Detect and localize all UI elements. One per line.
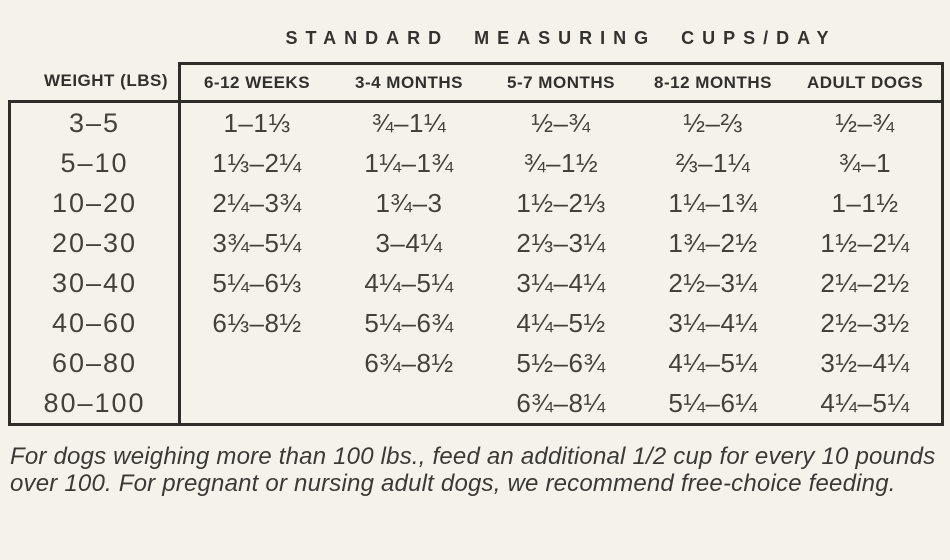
table-row: 3–5 1–1⅓ ¾–1¼ ½–¾ ½–⅔ ½–¾ [11,103,941,143]
cups-range-cell: ½–⅔ [683,107,743,138]
cups-range-cell: 4¼–5¼ [668,347,758,378]
cups-range-cell: 6¾–8½ [364,347,454,378]
cups-range-cell [181,343,333,383]
table-row: 80–100 6¾–8¼ 5¼–6¼ 4¼–5¼ [11,383,941,423]
cups-range-cell: ⅔–1¼ [675,147,751,178]
age-column-headers: 6-12 WEEKS 3-4 MONTHS 5-7 MONTHS 8-12 MO… [178,62,944,100]
weight-range-cell: 60–80 [11,343,181,383]
cups-range-cell: ½–¾ [531,107,591,138]
cups-range-cell: 1¼–1¾ [668,187,758,218]
cups-range-cell: 3¼–4¼ [668,307,758,338]
age-column-header-adult-dogs: ADULT DOGS [806,72,924,92]
weight-range-cell: 40–60 [11,303,181,343]
table-header-row: WEIGHT (LBS) 6-12 WEEKS 3-4 MONTHS 5-7 M… [8,62,944,100]
cups-range-cell: 4¼–5½ [516,307,606,338]
cups-range-cell: ¾–1¼ [371,107,447,138]
age-column-header-3-4-months: 3-4 MONTHS [355,72,463,92]
weight-range-cell: 5–10 [11,143,181,183]
cups-range-cell: ¾–1 [838,147,892,178]
cups-range-cell: 1–1½ [831,187,899,218]
cups-range-cell: ¾–1½ [523,147,599,178]
cups-range-cell: 6⅓–8½ [212,307,302,338]
cups-range-cell: 1½–2⅓ [516,187,606,218]
cups-range-cell: 1–1⅓ [223,107,291,138]
cups-range-cell: 2¼–3¾ [212,187,302,218]
cups-range-cell: ½–¾ [835,107,895,138]
cups-range-cell [181,383,333,423]
weight-column-header: WEIGHT (LBS) [43,71,168,90]
weight-range-cell: 30–40 [11,263,181,303]
table-row: 20–30 3¾–5¼ 3–4¼ 2⅓–3¼ 1¾–2½ 1½–2¼ [11,223,941,263]
table-row: 60–80 6¾–8½ 5½–6¾ 4¼–5¼ 3½–4¼ [11,343,941,383]
cups-range-cell: 5½–6¾ [516,347,606,378]
table-row: 40–60 6⅓–8½ 5¼–6¾ 4¼–5½ 3¼–4¼ 2½–3½ [11,303,941,343]
cups-range-cell: 2½–3¼ [668,267,758,298]
cups-range-cell: 3¼–4¼ [516,267,606,298]
weight-range-cell: 80–100 [11,383,181,423]
weight-range-cell: 20–30 [11,223,181,263]
cups-range-cell: 3½–4¼ [820,347,910,378]
cups-range-cell: 1⅓–2¼ [212,147,302,178]
cups-range-cell: 6¾–8¼ [516,387,606,418]
weight-range-cell: 3–5 [11,103,181,143]
footnote-text: For dogs weighing more than 100 lbs., fe… [10,443,936,498]
cups-range-cell: 2½–3½ [820,307,910,338]
cups-range-cell: 5¼–6¾ [364,307,454,338]
feeding-table-body: 3–5 1–1⅓ ¾–1¼ ½–¾ ½–⅔ ½–¾ 5–10 1⅓–2¼ 1¼–… [8,100,944,426]
cups-range-cell: 3–4¼ [375,227,443,258]
table-row: 30–40 5¼–6⅓ 4¼–5¼ 3¼–4¼ 2½–3¼ 2¼–2½ [11,263,941,303]
cups-range-cell: 1¼–1¾ [364,147,454,178]
cups-range-cell: 4¼–5¼ [820,387,910,418]
weight-range-cell: 10–20 [11,183,181,223]
age-column-header-6-12-weeks: 6-12 WEEKS [203,72,311,92]
table-row: 10–20 2¼–3¾ 1¾–3 1½–2⅓ 1¼–1¾ 1–1½ [11,183,941,223]
cups-range-cell: 3¾–5¼ [212,227,302,258]
age-column-header-5-7-months: 5-7 MONTHS [507,72,615,92]
cups-range-cell: 1¾–3 [375,187,443,218]
cups-range-cell: 5¼–6⅓ [212,267,302,298]
cups-range-cell: 1¾–2½ [668,227,758,258]
cups-range-cell: 4¼–5¼ [364,267,454,298]
cups-range-cell [333,383,485,423]
age-column-header-8-12-months: 8-12 MONTHS [654,72,772,92]
cups-range-cell: 5¼–6¼ [668,387,758,418]
table-title: STANDARD MEASURING CUPS/DAY [285,28,837,48]
cups-range-cell: 2⅓–3¼ [516,227,606,258]
cups-range-cell: 2¼–2½ [820,267,910,298]
cups-range-cell: 1½–2¼ [820,227,910,258]
table-row: 5–10 1⅓–2¼ 1¼–1¾ ¾–1½ ⅔–1¼ ¾–1 [11,143,941,183]
